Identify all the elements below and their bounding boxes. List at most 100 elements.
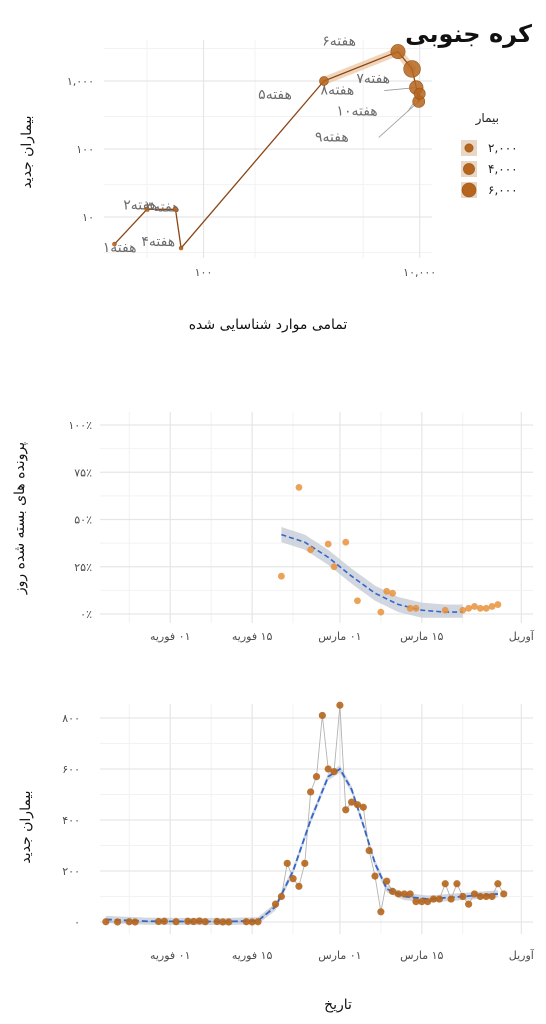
data-point <box>184 917 192 925</box>
panel-cases-vs-total: ۱۰۰ ۱۰,۰۰۰۱۰۱۰۰۱,۰۰۰هفته۱هفته۲هفته۳هفته۴ه… <box>19 20 532 333</box>
data-point <box>412 604 420 612</box>
trend-confidence-band <box>281 527 463 618</box>
data-point <box>283 859 291 867</box>
data-point <box>403 60 421 78</box>
daily-connector-line <box>105 705 505 923</box>
legend-label: ۶,۰۰۰ <box>488 183 518 197</box>
y-tick-label: ۸۰۰ <box>62 712 80 725</box>
data-point <box>289 875 297 883</box>
data-point <box>488 892 496 901</box>
data-point <box>471 603 478 610</box>
data-point <box>482 604 490 612</box>
data-point <box>113 918 122 926</box>
y-tick-label: ۱,۰۰۰ <box>67 75 94 88</box>
label-leader <box>378 101 420 138</box>
legend-key-dot <box>464 143 474 153</box>
data-point <box>447 895 455 903</box>
data-point <box>248 918 256 926</box>
data-point <box>277 572 285 580</box>
data-point <box>424 898 432 906</box>
data-point <box>112 241 117 247</box>
data-point <box>459 892 467 901</box>
data-point <box>254 918 262 926</box>
data-point <box>190 917 198 926</box>
data-point <box>295 882 303 890</box>
data-point <box>342 538 350 546</box>
data-point <box>365 847 373 855</box>
y-axis-title: بیماران جدید <box>18 790 34 863</box>
data-point <box>271 900 280 908</box>
legend-key-dot <box>463 163 475 175</box>
data-point <box>301 859 309 867</box>
point-label: هفته۱ <box>103 240 137 256</box>
panel-daily-new-cases: ۰۱ فوریه ۱۵ فوریه ۰۱ مارس ۱۵ مارس آوریل ۰ ۲۰۰ ۴… <box>18 701 535 1013</box>
point-label: هفته۳ <box>146 199 180 215</box>
data-point <box>324 540 332 548</box>
legend-label: ۴,۰۰۰ <box>488 162 518 176</box>
data-point <box>389 589 396 597</box>
y-tick-label: ۵۰٪ <box>74 514 92 527</box>
x-tick-label: ۰۱ فوریه <box>150 630 191 643</box>
x-tick-label: ۰۱ فوریه <box>150 949 191 962</box>
y-tick-label: ۴۰۰ <box>62 814 80 827</box>
data-point <box>131 918 139 926</box>
data-point <box>500 890 508 898</box>
y-tick-label: ۰٪ <box>80 608 92 621</box>
data-point <box>242 918 250 926</box>
data-point <box>413 87 426 100</box>
y-axis-title: پرونده های بسته شده روز <box>12 442 28 595</box>
point-label: هفته۸ <box>321 83 355 99</box>
x-axis-title: تاریخ <box>324 997 352 1013</box>
data-point <box>412 898 420 906</box>
data-point <box>342 806 350 814</box>
data-point <box>441 880 449 888</box>
data-point <box>307 788 315 796</box>
point-label: هفته۱۰ <box>336 104 377 120</box>
y-tick-label: ۱۰۰ <box>76 143 94 156</box>
point-label: هفته۴ <box>141 234 175 250</box>
data-point <box>406 604 414 612</box>
chart-title: کره جنوبی <box>405 20 532 48</box>
data-point <box>295 483 303 491</box>
data-point <box>459 606 467 614</box>
data-point <box>465 900 473 908</box>
data-point <box>348 798 356 806</box>
x-tick-label: ۱۰۰ <box>195 266 213 279</box>
y-tick-label: ۲۵٪ <box>74 561 92 574</box>
data-point <box>154 917 163 926</box>
legend-title: بیمار <box>475 111 499 126</box>
data-point <box>225 918 233 926</box>
y-tick-label: ۱۰۰٪ <box>68 419 92 432</box>
x-tick-label: آوریل <box>509 948 535 962</box>
point-label: هفته۶ <box>322 34 356 50</box>
point-label: هفته۵ <box>258 87 292 103</box>
y-tick-label: ۱۰ <box>82 211 94 224</box>
data-point <box>354 597 361 605</box>
data-point <box>312 773 321 781</box>
data-point <box>494 601 502 608</box>
data-point <box>172 206 178 212</box>
trend-confidence-band <box>105 765 498 926</box>
data-point <box>160 917 168 925</box>
data-point <box>336 701 344 709</box>
data-point <box>318 711 326 720</box>
data-point <box>144 206 150 212</box>
data-point <box>307 546 315 554</box>
data-point <box>195 917 204 925</box>
x-tick-label: ۱۵ مارس <box>400 630 443 643</box>
point-label: هفته۹ <box>315 129 349 145</box>
x-tick-label: ۱۰,۰۰۰ <box>403 266 436 279</box>
x-tick-label: ۱۵ فوریه <box>232 630 273 643</box>
data-point <box>277 892 285 901</box>
y-tick-label: ۷۵٪ <box>74 466 92 479</box>
point-label: هفته۷ <box>356 71 390 87</box>
data-point <box>371 872 379 880</box>
data-point <box>390 44 406 60</box>
data-point <box>429 895 438 903</box>
data-point <box>435 895 443 903</box>
legend-key-dot <box>461 182 477 198</box>
data-point <box>353 801 362 809</box>
y-axis-title: بیماران جدید <box>19 115 35 188</box>
data-point <box>324 765 332 773</box>
